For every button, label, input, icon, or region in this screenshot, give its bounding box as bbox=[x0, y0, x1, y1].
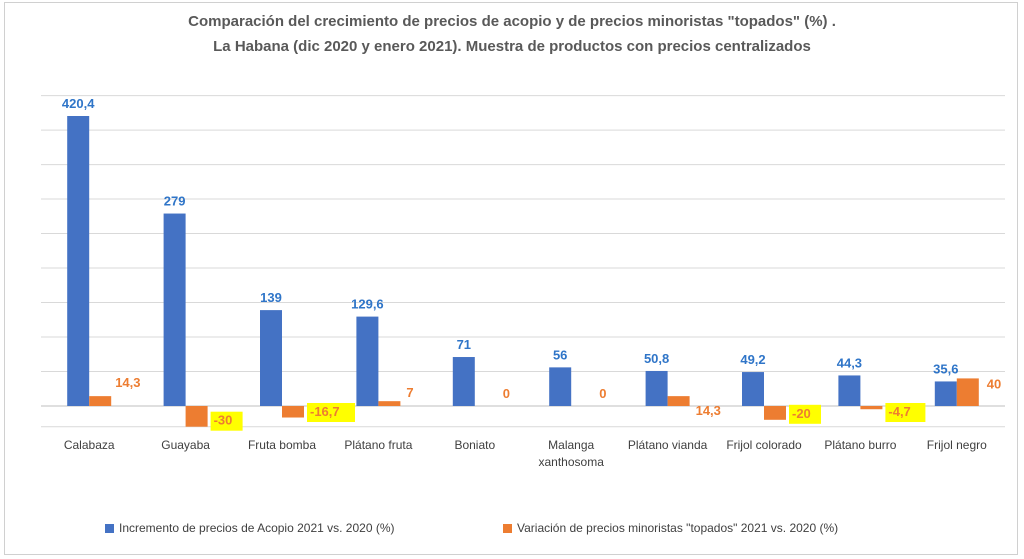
category-label: xanthosoma bbox=[539, 455, 605, 469]
value-label-minoristas: 40 bbox=[987, 376, 1001, 391]
value-label-minoristas: 0 bbox=[599, 386, 606, 401]
bar-minoristas bbox=[282, 406, 304, 418]
bar-minoristas bbox=[860, 406, 883, 410]
value-label-minoristas: 7 bbox=[406, 385, 413, 400]
value-label-highlight bbox=[885, 403, 926, 422]
bar-acopio bbox=[260, 310, 282, 406]
legend: Incremento de precios de Acopio 2021 vs.… bbox=[105, 521, 838, 535]
category-label: Frijol colorado bbox=[726, 438, 802, 452]
bar-acopio bbox=[452, 357, 475, 406]
category-labels: Calabaza Guayaba Fruta bomba Plátano fruta B… bbox=[64, 438, 987, 469]
legend-label-minoristas: Variación de precios minoristas "topados… bbox=[517, 521, 838, 535]
category-label: Plátano fruta bbox=[344, 438, 412, 452]
value-label-highlight bbox=[210, 411, 243, 431]
category-label: Fruta bomba bbox=[248, 438, 316, 452]
chart-title-line-1: Comparación del crecimiento de precios d… bbox=[188, 13, 836, 30]
value-labels: 420,4 14,3 279 -30 139 -16,7 129,6 7 71 0 56 0 50,8 1… bbox=[62, 96, 1001, 431]
category-label: Plátano vianda bbox=[628, 438, 708, 452]
value-label-acopio: 50,8 bbox=[644, 351, 669, 366]
value-label-highlight bbox=[789, 404, 821, 424]
bar-minoristas bbox=[764, 406, 786, 420]
bar-acopio bbox=[163, 213, 186, 406]
chart: Comparación del crecimiento de precios d… bbox=[41, 13, 1005, 535]
value-label-acopio: 49,2 bbox=[740, 352, 765, 367]
value-label-acopio: 56 bbox=[553, 347, 567, 362]
category-label: Guayaba bbox=[161, 438, 210, 452]
bar-acopio bbox=[356, 316, 379, 406]
category-label: Frijol negro bbox=[927, 438, 987, 452]
bar-minoristas bbox=[185, 406, 208, 427]
bar-acopio bbox=[549, 367, 572, 406]
bar-acopio bbox=[934, 381, 957, 406]
bar-acopio bbox=[838, 375, 861, 406]
bar-minoristas bbox=[89, 396, 112, 406]
value-label-minoristas: -16,7 bbox=[310, 404, 340, 419]
value-label-acopio: 44,3 bbox=[837, 355, 862, 370]
bar-acopio bbox=[742, 372, 764, 406]
value-label-minoristas: 0 bbox=[503, 386, 510, 401]
legend-swatch-minoristas bbox=[503, 524, 512, 533]
bar-acopio bbox=[645, 370, 668, 406]
value-label-minoristas: 14,3 bbox=[696, 403, 721, 418]
chart-frame: Comparación del crecimiento de precios d… bbox=[4, 2, 1018, 555]
chart-title-line-2: La Habana (dic 2020 y enero 2021). Muest… bbox=[213, 38, 811, 55]
value-label-acopio: 279 bbox=[164, 194, 186, 209]
legend-swatch-acopio bbox=[105, 524, 114, 533]
value-label-acopio: 420,4 bbox=[62, 96, 95, 111]
value-label-acopio: 71 bbox=[457, 337, 471, 352]
value-label-minoristas: -4,7 bbox=[888, 404, 910, 419]
bar-minoristas bbox=[378, 401, 401, 406]
value-label-minoristas: -20 bbox=[792, 406, 811, 421]
category-label: Malanga bbox=[548, 438, 594, 452]
value-label-minoristas: -30 bbox=[214, 413, 233, 428]
bar-minoristas bbox=[667, 396, 690, 406]
legend-label-acopio: Incremento de precios de Acopio 2021 vs.… bbox=[119, 521, 395, 535]
value-label-acopio: 35,6 bbox=[933, 361, 958, 376]
value-label-minoristas: 14,3 bbox=[115, 375, 140, 390]
category-label: Calabaza bbox=[64, 438, 115, 452]
bar-acopio bbox=[67, 116, 90, 406]
category-label: Boniato bbox=[454, 438, 495, 452]
value-label-highlight bbox=[307, 403, 355, 422]
bars bbox=[67, 116, 979, 427]
value-label-acopio: 139 bbox=[260, 290, 282, 305]
value-label-acopio: 129,6 bbox=[351, 297, 384, 312]
category-label: Plátano burro bbox=[824, 438, 896, 452]
bar-minoristas bbox=[956, 378, 979, 406]
